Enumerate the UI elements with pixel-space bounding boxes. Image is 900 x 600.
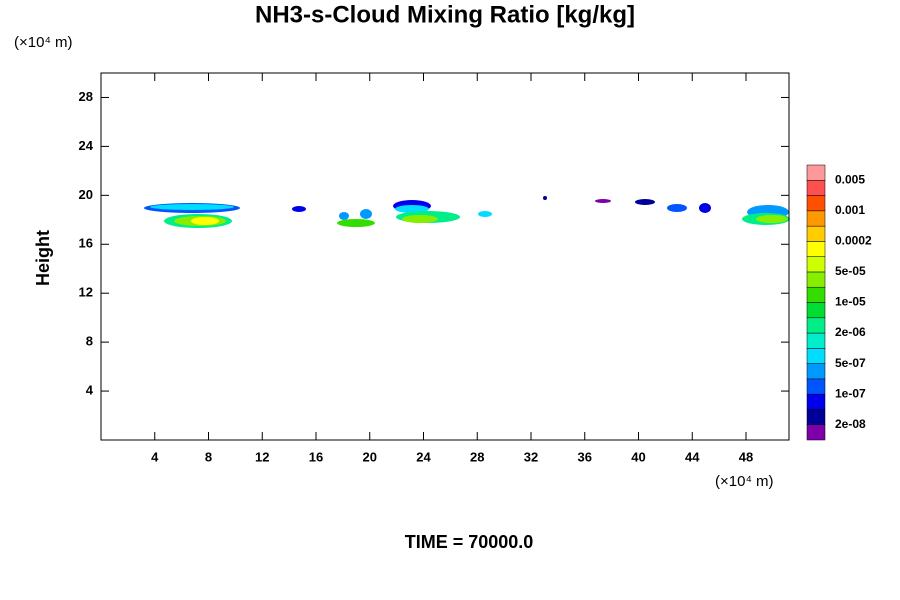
colorbar-label: 1e-07 <box>835 386 866 400</box>
colorbar-box <box>806 225 826 242</box>
cloud <box>635 199 655 205</box>
x-tick-label: 16 <box>309 449 323 464</box>
cloud <box>756 215 788 223</box>
colorbar-label: 0.0002 <box>835 234 872 248</box>
colorbar-box <box>806 378 826 395</box>
colorbar-box <box>806 271 826 288</box>
cloud <box>667 204 687 212</box>
footer: TIME = 70000.0 <box>405 532 534 552</box>
cloud <box>150 204 234 210</box>
colorbar-box <box>806 332 826 349</box>
cloud-field <box>144 196 790 228</box>
x-tick-label: 32 <box>524 449 538 464</box>
y-tick-label: 20 <box>79 187 93 202</box>
cloud <box>699 203 711 213</box>
y-axis-label: Height <box>33 230 53 286</box>
y-tick-label: 28 <box>79 89 93 104</box>
colorbar-box <box>806 210 826 227</box>
y-tick-label: 4 <box>86 383 94 398</box>
colorbar-box <box>806 348 826 364</box>
colorbar-label: 5e-07 <box>835 356 866 370</box>
x-tick-label: 12 <box>255 449 269 464</box>
cloud <box>360 209 372 219</box>
cloud <box>595 199 611 203</box>
colorbar-label: 0.001 <box>835 203 865 217</box>
colorbar-box <box>806 195 826 212</box>
y-unit: (×10⁴ m) <box>14 34 73 51</box>
colorbar-label: 2e-08 <box>835 417 866 431</box>
x-tick-label: 20 <box>363 449 377 464</box>
cloud <box>339 212 349 220</box>
x-tick-label: 4 <box>151 449 159 464</box>
colorbar-box <box>806 302 826 319</box>
y-tick-label: 16 <box>79 236 93 251</box>
colorbar-box <box>806 424 826 441</box>
x-tick-label: 36 <box>578 449 592 464</box>
plot-frame <box>100 72 790 441</box>
y-tick-label: 12 <box>79 285 93 300</box>
colorbar-label: 0.005 <box>835 172 865 186</box>
y-tick-label: 8 <box>86 334 93 349</box>
colorbar-label: 5e-05 <box>835 264 866 278</box>
colorbar-box <box>806 363 826 380</box>
colorbar-box <box>806 180 826 196</box>
cloud <box>337 219 375 227</box>
x-unit: (×10⁴ m) <box>715 473 774 490</box>
colorbar-label: 2e-06 <box>835 325 866 339</box>
colorbar-box <box>806 164 826 181</box>
x-tick-label: 48 <box>739 449 753 464</box>
y-tick-label: 24 <box>79 138 94 153</box>
cloud <box>395 205 429 213</box>
cloud <box>478 211 492 217</box>
colorbar-box <box>806 286 826 303</box>
colorbar-box <box>806 409 826 425</box>
x-tick-label: 28 <box>470 449 484 464</box>
x-tick-label: 8 <box>205 449 212 464</box>
colorbar-box <box>806 256 826 273</box>
colorbar-box <box>806 393 826 410</box>
cloud <box>543 196 547 200</box>
chart-title: NH3-s-Cloud Mixing Ratio [kg/kg] <box>255 1 635 28</box>
x-tick-label: 24 <box>416 449 431 464</box>
cloud <box>402 215 438 223</box>
colorbar-box <box>806 317 826 334</box>
x-tick-label: 40 <box>631 449 645 464</box>
colorbar-box <box>806 241 826 257</box>
x-tick-label: 44 <box>685 449 700 464</box>
cloud <box>191 217 219 225</box>
cloud <box>292 206 306 212</box>
colorbar-label: 1e-05 <box>835 295 866 309</box>
